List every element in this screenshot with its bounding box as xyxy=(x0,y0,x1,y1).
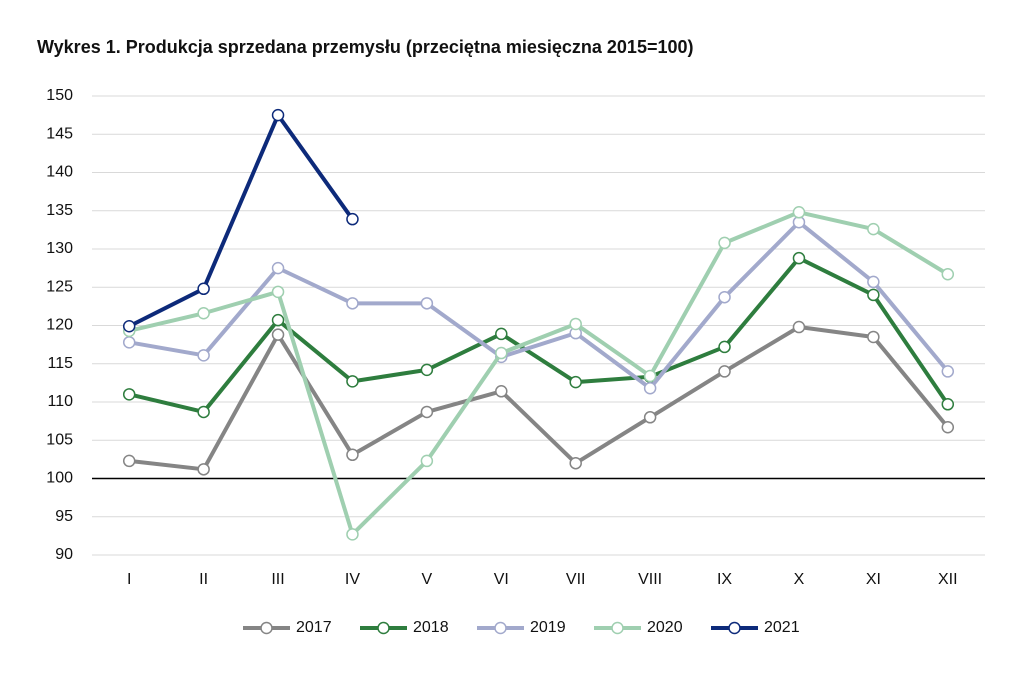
point xyxy=(941,398,955,411)
point xyxy=(718,290,731,304)
point xyxy=(346,375,359,388)
point xyxy=(197,463,210,476)
point xyxy=(197,349,210,362)
y-tick-label: 135 xyxy=(46,202,73,219)
x-tick-label: XI xyxy=(866,571,881,588)
point xyxy=(569,375,582,389)
point xyxy=(271,285,285,299)
point xyxy=(346,448,359,462)
point xyxy=(271,108,285,122)
x-tick-label: XII xyxy=(938,571,958,588)
y-tick-label: 100 xyxy=(46,470,73,487)
legend-label: 2020 xyxy=(647,619,683,636)
x-tick-label: II xyxy=(199,571,208,588)
point xyxy=(197,307,210,320)
point xyxy=(643,411,657,424)
legend-marker xyxy=(728,621,741,635)
series-line xyxy=(128,210,949,537)
legend-marker xyxy=(494,621,507,635)
point xyxy=(867,330,880,344)
point xyxy=(346,528,359,541)
series-line xyxy=(128,113,355,329)
point xyxy=(122,454,136,468)
point xyxy=(420,454,434,468)
point xyxy=(346,212,359,226)
point xyxy=(122,336,136,349)
x-tick-label: IX xyxy=(717,571,732,588)
x-tick-label: IV xyxy=(345,571,360,588)
point xyxy=(792,320,806,334)
point xyxy=(941,420,955,434)
point xyxy=(718,365,731,378)
y-tick-label: 110 xyxy=(47,393,73,410)
point xyxy=(643,381,657,395)
y-tick-label: 150 xyxy=(46,87,73,104)
y-tick-label: 125 xyxy=(46,278,73,295)
point xyxy=(346,297,359,310)
point xyxy=(122,320,136,333)
series-line xyxy=(128,256,950,414)
point xyxy=(718,340,731,354)
x-tick-label: X xyxy=(794,571,805,588)
x-tick-label: V xyxy=(422,571,433,588)
point xyxy=(569,456,582,470)
point xyxy=(867,288,880,302)
point xyxy=(271,261,285,275)
point xyxy=(867,275,880,289)
point xyxy=(271,328,285,341)
point xyxy=(569,317,582,331)
x-tick-label: VIII xyxy=(638,571,662,588)
point xyxy=(495,346,508,360)
y-tick-label: 145 xyxy=(46,125,73,142)
point xyxy=(197,405,210,419)
y-tick-label: 90 xyxy=(55,546,73,563)
y-tick-label: 140 xyxy=(46,164,73,181)
y-tick-label: 95 xyxy=(55,508,73,525)
x-tick-label: VI xyxy=(494,571,509,588)
y-tick-label: 105 xyxy=(46,431,73,448)
x-tick-label: III xyxy=(271,571,284,588)
legend-label: 2017 xyxy=(296,619,332,636)
legend-label: 2021 xyxy=(764,619,800,636)
point xyxy=(792,251,806,265)
point xyxy=(420,363,434,377)
point xyxy=(271,313,285,327)
point xyxy=(792,206,806,219)
y-tick-label: 120 xyxy=(46,317,73,334)
point xyxy=(495,327,508,341)
point xyxy=(643,369,657,383)
point xyxy=(495,385,508,398)
point xyxy=(122,388,136,401)
y-tick-label: 115 xyxy=(47,355,73,372)
legend-marker xyxy=(611,621,624,635)
legend-marker xyxy=(260,621,273,635)
x-tick-label: I xyxy=(127,571,131,588)
chart-title: Wykres 1. Produkcja sprzedana przemysłu … xyxy=(37,37,694,57)
point xyxy=(941,365,955,378)
point xyxy=(867,222,880,236)
point xyxy=(420,405,434,419)
point xyxy=(941,267,955,281)
point xyxy=(420,297,434,310)
y-tick-label: 130 xyxy=(46,240,73,257)
x-tick-label: VII xyxy=(566,571,586,588)
legend-marker xyxy=(377,621,390,635)
point xyxy=(718,236,731,250)
legend-label: 2019 xyxy=(530,619,566,636)
point xyxy=(197,282,210,296)
legend-label: 2018 xyxy=(413,619,449,636)
series-line xyxy=(128,325,950,472)
series-line xyxy=(128,220,950,391)
